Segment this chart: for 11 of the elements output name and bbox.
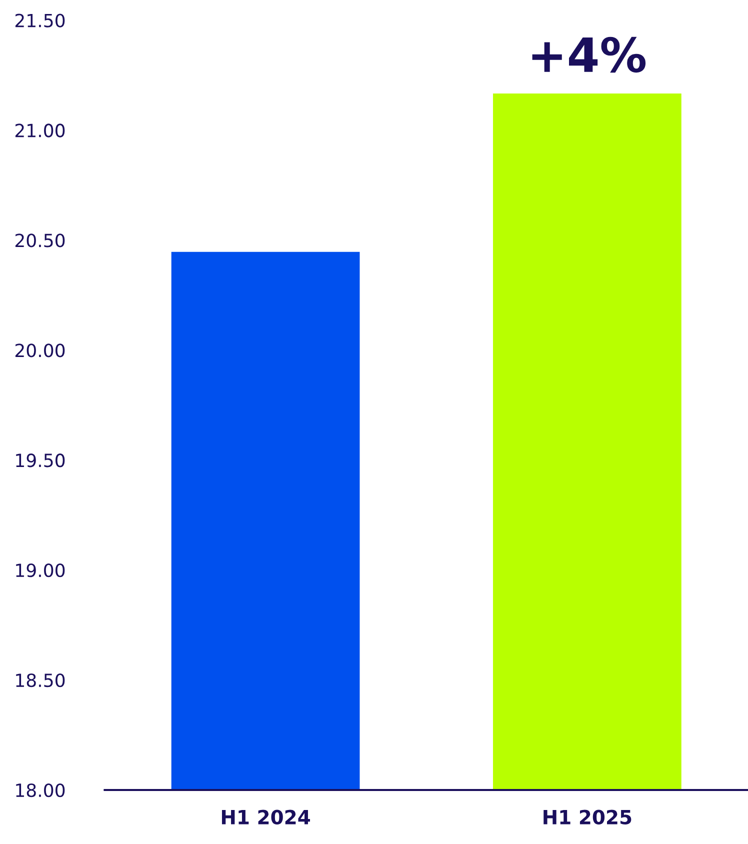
y-tick-label: 19.50	[16, 454, 65, 468]
y-tick-label: 21.50	[15, 14, 65, 28]
x-tick-label: H1 2024	[222, 810, 310, 824]
y-tick-label: 20.00	[15, 344, 65, 358]
y-tick-label: 18.50	[16, 673, 65, 688]
x-tick-label: H1 2025	[544, 810, 632, 824]
y-tick-label: 19.00	[16, 564, 65, 578]
y-tick-label: 20.50	[15, 234, 65, 248]
y-tick-label: 21.00	[15, 124, 65, 138]
annotation: +4%	[532, 36, 646, 73]
y-tick-label: 18.00	[16, 783, 65, 798]
